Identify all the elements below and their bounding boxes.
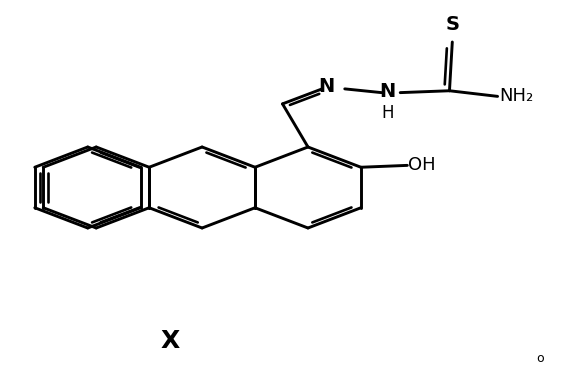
- Text: X: X: [160, 329, 179, 353]
- Text: H: H: [381, 104, 393, 122]
- Text: S: S: [445, 15, 459, 34]
- Text: N: N: [379, 82, 395, 101]
- Text: o: o: [537, 352, 544, 364]
- Text: N: N: [318, 78, 334, 96]
- Text: OH: OH: [409, 156, 436, 174]
- Text: NH₂: NH₂: [499, 87, 534, 105]
